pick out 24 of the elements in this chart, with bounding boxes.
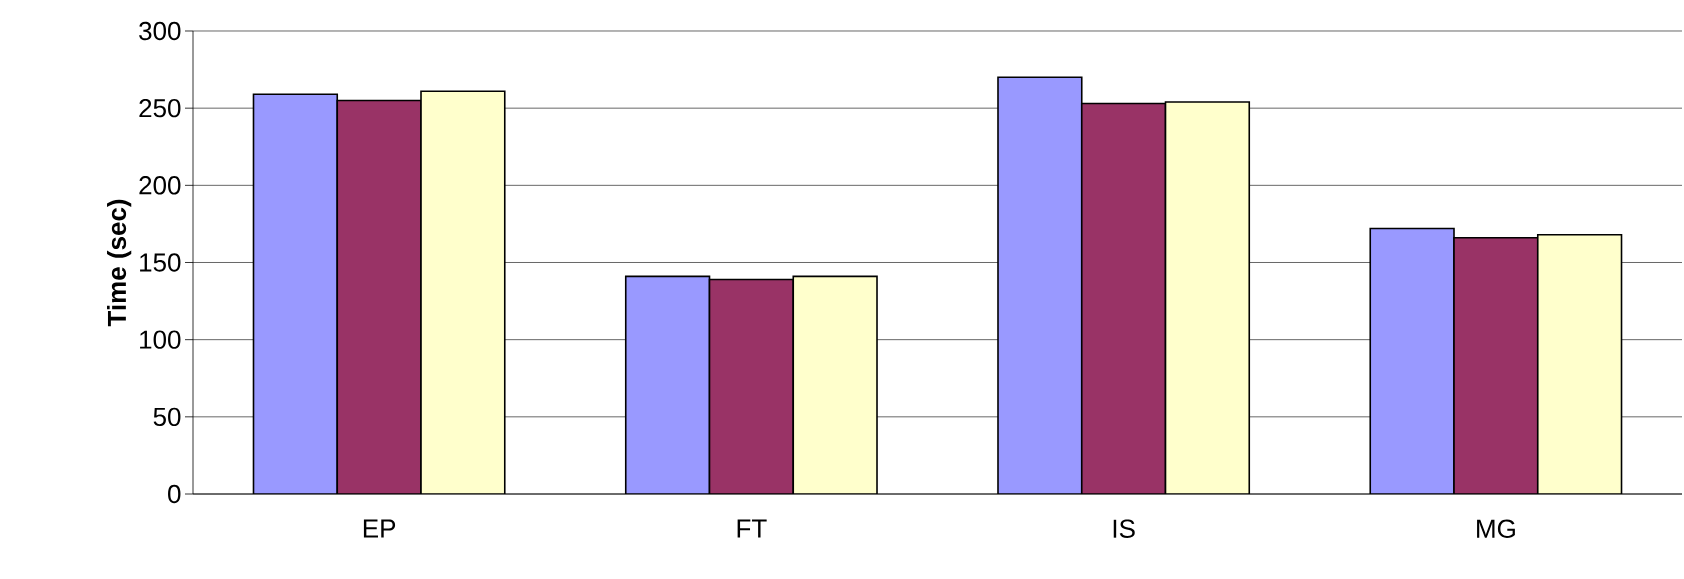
bar — [708, 278, 795, 494]
y-tick-label: 0 — [168, 484, 181, 504]
bar — [1536, 233, 1623, 494]
y-tick-label: 200 — [139, 176, 181, 195]
x-tick-label: IS — [1113, 519, 1135, 538]
y-tick-label: 100 — [140, 330, 181, 349]
bar — [252, 93, 339, 494]
y-tick-label: 300 — [139, 21, 181, 41]
bar — [1453, 237, 1539, 494]
bar — [1080, 102, 1167, 494]
y-tick-label: 150 — [140, 253, 181, 272]
bar — [1164, 101, 1251, 494]
y-tick-label: 50 — [153, 407, 181, 427]
bar — [336, 99, 422, 494]
y-tick-label: 250 — [139, 98, 181, 118]
bar — [997, 76, 1083, 494]
x-tick-label: EP — [363, 519, 396, 538]
x-tick-label: FT — [737, 519, 767, 538]
y-axis-title: Time (sec) — [107, 199, 132, 327]
bar — [624, 275, 711, 494]
bar — [792, 275, 878, 494]
bar — [420, 90, 506, 494]
bar — [1369, 227, 1455, 494]
x-tick-label: MG — [1477, 519, 1515, 538]
